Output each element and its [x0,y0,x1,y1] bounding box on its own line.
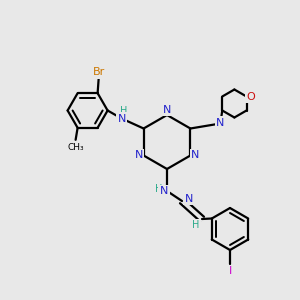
Text: H: H [192,220,200,230]
Text: Br: Br [92,67,105,77]
Text: N: N [160,186,168,196]
Text: O: O [246,92,255,101]
Text: N: N [216,118,225,128]
Text: I: I [228,266,232,276]
Text: CH₃: CH₃ [67,143,84,152]
Text: H: H [155,184,163,194]
Text: N: N [185,194,193,204]
Text: N: N [191,151,200,160]
Text: N: N [163,105,171,115]
Text: H: H [120,106,127,116]
Text: N: N [134,151,143,160]
Text: N: N [117,113,126,124]
